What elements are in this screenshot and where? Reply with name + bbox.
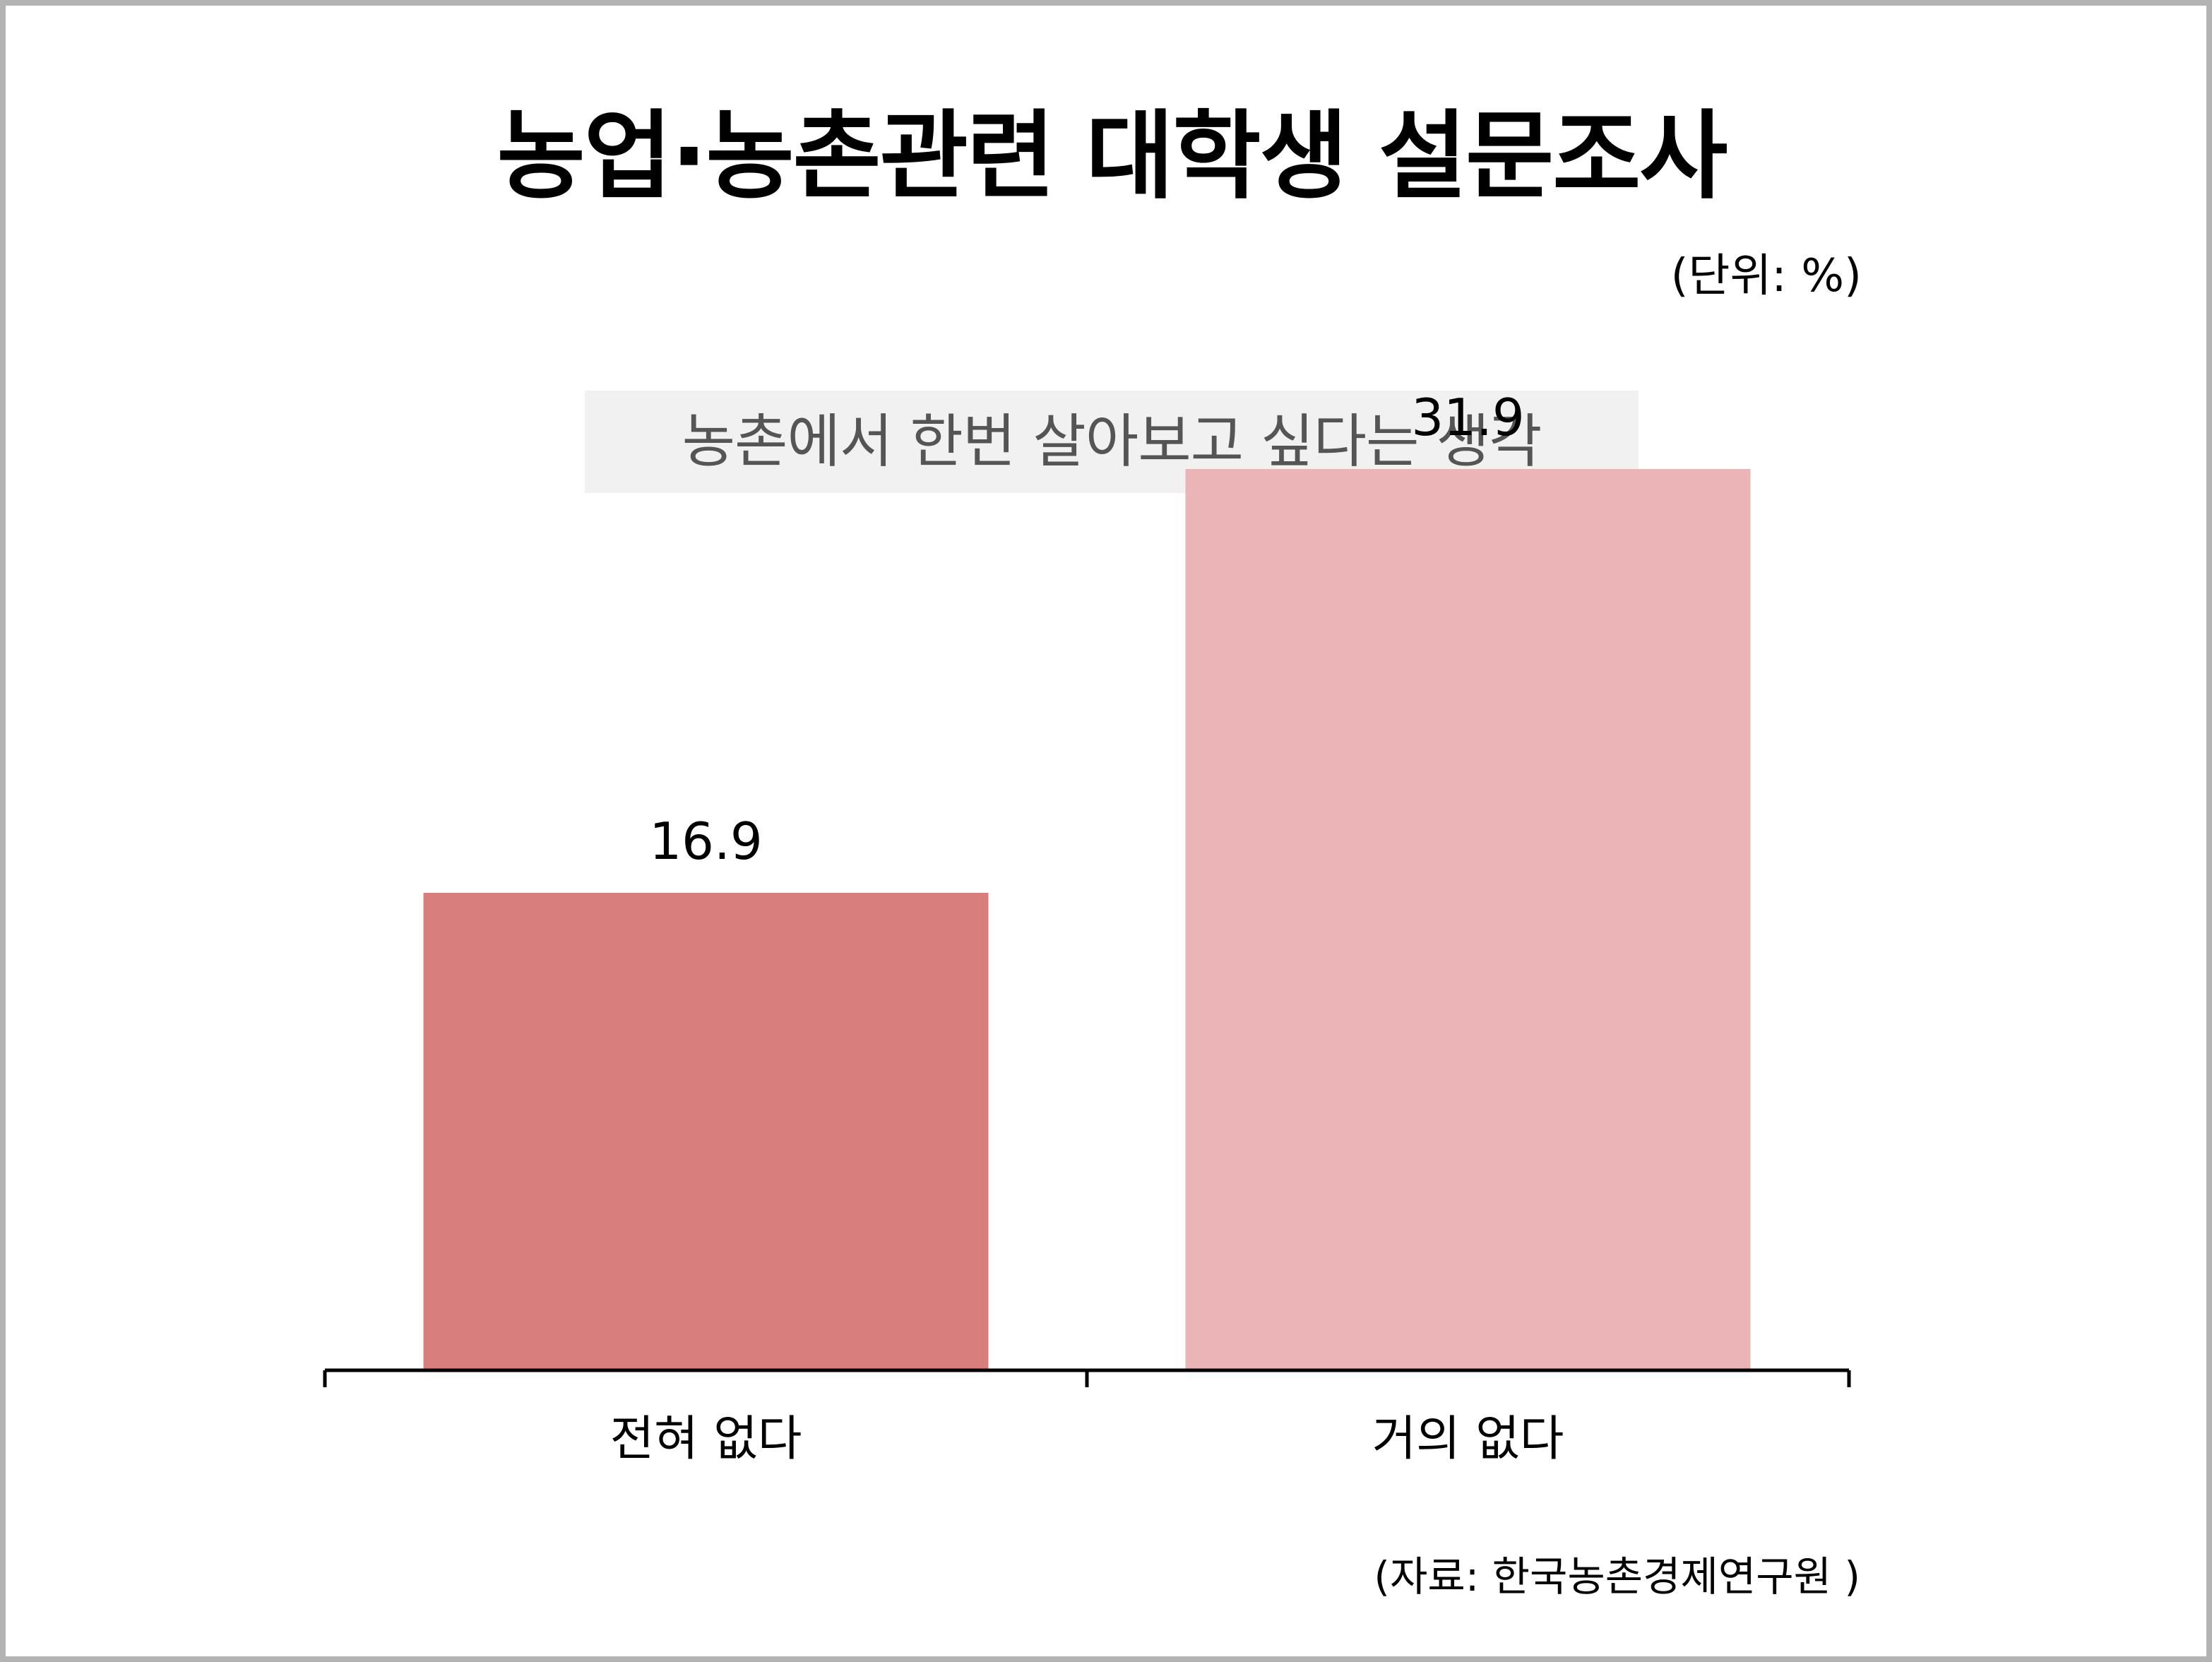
bar-value-label-1: 16.9 [649,812,762,871]
category-label-2: 거의 없다 [1372,1411,1564,1467]
bar-1 [423,893,989,1370]
chart-title: 농업·농촌관련 대학생 설문조사 [496,101,1728,213]
bar-value-label-2: 31.9 [1411,388,1524,447]
unit-label: (단위: %) [1670,250,1862,302]
chart-subtitle: 농촌에서 한번 살아보고 싶다는 생각 [682,408,1542,475]
source-note: (자료: 한국농촌경제연구원 ) [1374,1553,1860,1601]
bar-2 [1185,469,1751,1370]
category-label-1: 전혀 없다 [610,1411,802,1467]
